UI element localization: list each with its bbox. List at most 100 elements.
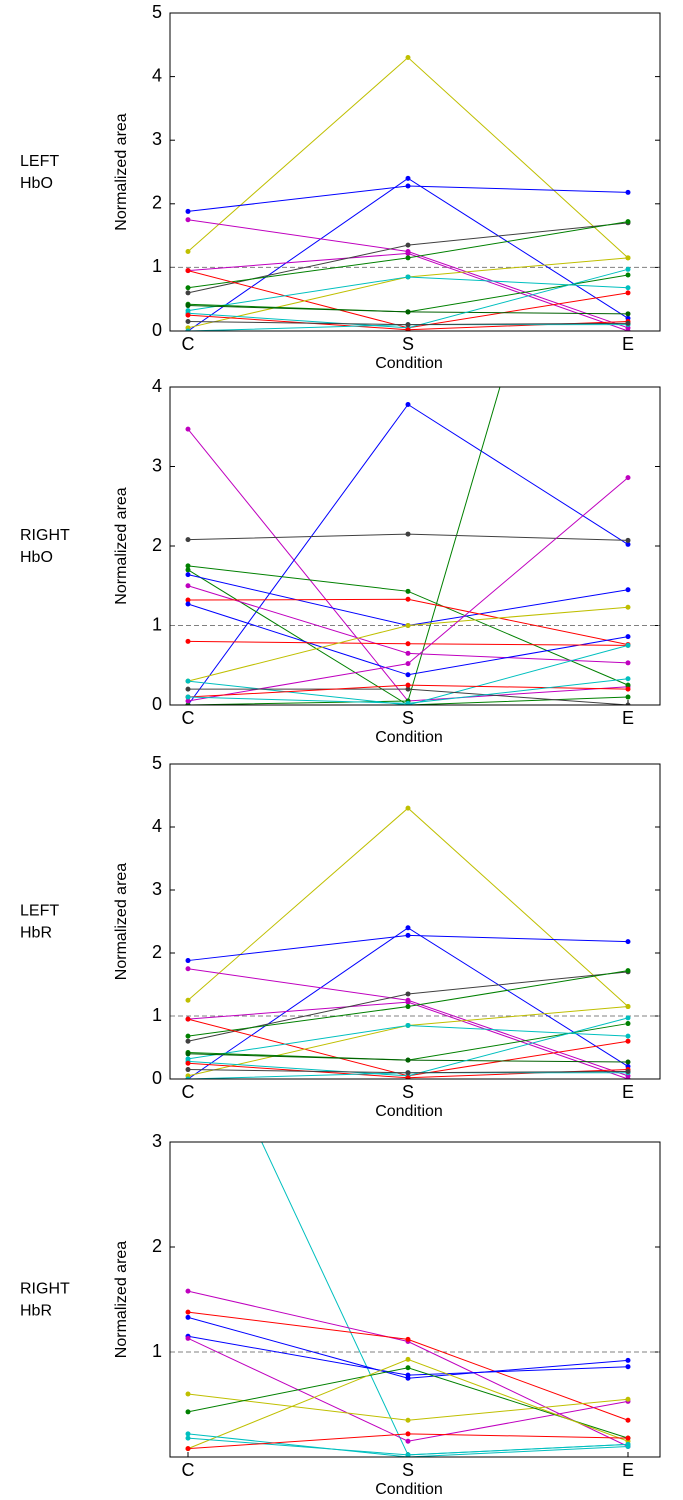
data-point	[185, 1033, 191, 1039]
data-point	[405, 672, 411, 678]
series-line	[187, 276, 629, 312]
axes-frame	[169, 386, 661, 706]
x-tick-label: S	[402, 1460, 414, 1480]
data-point	[625, 682, 631, 688]
data-point	[625, 189, 631, 195]
data-point	[625, 285, 631, 291]
panel: LEFT HbR Normalized area Condition 0 1 2 3 4 5 C S E	[20, 753, 661, 1120]
data-point	[185, 1435, 191, 1441]
data-point	[185, 678, 191, 684]
panel-label: RIGHT	[20, 1281, 70, 1298]
data-point	[405, 623, 411, 628]
data-point	[405, 700, 411, 705]
data-point	[625, 702, 631, 705]
panel: LEFT HbO Normalized area Condition 0 1 2 3 4 5 C S E	[20, 2, 661, 372]
data-point	[185, 1288, 191, 1294]
data-point	[625, 1435, 631, 1441]
data-point	[625, 1068, 631, 1074]
y-tick-label: 1	[152, 256, 162, 276]
y-tick-label: 2	[152, 942, 162, 962]
data-point	[625, 1021, 631, 1027]
data-point	[405, 1356, 411, 1362]
data-point	[185, 997, 191, 1003]
data-point	[405, 999, 411, 1005]
data-point	[405, 925, 411, 931]
data-point	[185, 1391, 191, 1397]
data-point	[185, 1314, 191, 1320]
data-point	[185, 290, 191, 296]
data-point	[625, 587, 631, 593]
data-point	[185, 1038, 191, 1044]
series-line	[187, 1433, 629, 1457]
x-tick-label: S	[402, 1082, 414, 1102]
data-point	[405, 1075, 411, 1079]
data-point	[625, 1357, 631, 1363]
x-tick-label: C	[182, 1460, 195, 1480]
data-point	[185, 597, 191, 603]
data-point	[625, 266, 631, 272]
data-point	[625, 219, 631, 225]
panel-label: LEFT	[20, 903, 59, 920]
x-tick-label: C	[182, 708, 195, 728]
data-point	[405, 242, 411, 248]
panel: RIGHT HbR Normalized area Condition 1 2 3 C S E	[20, 982, 661, 1498]
data-point	[185, 312, 191, 318]
y-tick-label: 3	[152, 1131, 162, 1151]
panel-label: LEFT	[20, 153, 59, 170]
series-line	[187, 807, 629, 1007]
data-point	[405, 641, 411, 647]
x-tick-label: E	[622, 1082, 634, 1102]
data-point	[625, 1059, 631, 1065]
data-point	[185, 601, 191, 607]
data-point	[185, 572, 191, 578]
series-line	[187, 274, 629, 313]
panel-label: HbR	[20, 925, 52, 942]
data-point	[625, 968, 631, 974]
data-point	[625, 541, 631, 547]
data-point	[405, 55, 411, 61]
data-point	[185, 563, 191, 569]
y-tick-label: 1	[152, 1341, 162, 1361]
y-tick-label: 3	[152, 129, 162, 149]
data-point	[405, 1022, 411, 1028]
data-point	[625, 290, 631, 296]
panel-label: HbO	[20, 175, 53, 192]
data-point	[185, 958, 191, 964]
y-tick-label: 2	[152, 1236, 162, 1256]
data-point	[405, 327, 411, 331]
data-point	[405, 661, 411, 667]
y-tick-label: 0	[152, 694, 162, 714]
data-point	[625, 1033, 631, 1039]
data-point	[185, 268, 191, 274]
x-tick-label: S	[402, 708, 414, 728]
series-line	[187, 185, 629, 212]
data-point	[405, 588, 411, 594]
data-point	[185, 1016, 191, 1022]
data-point	[625, 604, 631, 610]
data-point	[405, 596, 411, 602]
y-tick-label: 2	[152, 193, 162, 213]
data-point	[625, 255, 631, 261]
panel-label: HbO	[20, 549, 53, 566]
data-point	[405, 805, 411, 811]
data-point	[625, 272, 631, 278]
plot	[185, 982, 631, 1457]
data-point	[405, 1057, 411, 1063]
data-point	[625, 660, 631, 666]
data-point	[405, 1438, 411, 1444]
data-point	[625, 642, 631, 648]
x-tick-label: E	[622, 334, 634, 354]
data-point	[405, 531, 411, 537]
data-point	[625, 676, 631, 682]
data-point	[185, 426, 191, 432]
plot	[185, 55, 631, 331]
panel-label: HbR	[20, 1303, 52, 1320]
data-point	[186, 982, 191, 987]
data-point	[185, 1446, 191, 1452]
data-point	[625, 1004, 631, 1010]
y-tick-label: 4	[152, 65, 162, 85]
data-point	[185, 1067, 191, 1073]
plot	[185, 805, 631, 1079]
axes-frame	[169, 763, 661, 1080]
data-point	[185, 698, 191, 704]
